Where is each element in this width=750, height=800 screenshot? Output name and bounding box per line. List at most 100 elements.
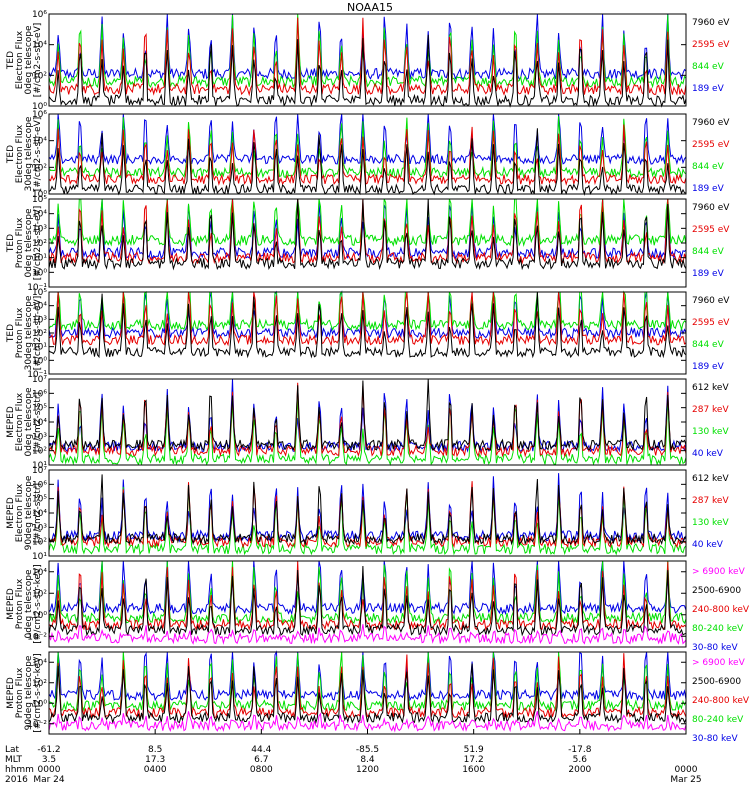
series-trace-magenta xyxy=(48,624,687,645)
y-tick-label: 10² xyxy=(32,679,47,689)
x-tick-label: Mar 25 xyxy=(670,775,701,785)
y-tick-label: 10⁴ xyxy=(32,41,47,51)
x-tick-label: 2000 xyxy=(568,765,591,775)
y-tick-label: 10⁵ xyxy=(32,288,47,298)
panel-frame xyxy=(48,560,687,648)
y-axis-label: [#/cm2-s-str-eV] xyxy=(33,296,43,371)
y-axis-label: [#/cm2-s-str-keV] xyxy=(33,564,43,643)
y-axis-label: Electron Flux xyxy=(15,30,25,89)
y-axis-label: Electron Flux xyxy=(15,483,25,542)
y-axis-label: [#/cm2-s-str] xyxy=(33,392,43,452)
panel-frame xyxy=(48,13,687,107)
y-tick-label: 10⁷ xyxy=(32,375,47,385)
panel-frame xyxy=(48,378,687,466)
x-tick-label: 1200 xyxy=(356,765,379,775)
y-tick-label: 10² xyxy=(32,163,47,173)
y-tick-label: 10⁴ xyxy=(32,418,47,428)
y-tick-label: 10² xyxy=(32,447,47,457)
y-axis-label: MEPED xyxy=(6,497,16,529)
x-tick-label: -85.5 xyxy=(356,745,379,755)
y-tick-label: 10⁷ xyxy=(32,466,47,476)
panel-6: 10¹ 10² 10³ 10⁴ 10⁵ 10⁶ 10⁷ MEPED Electron Flux 9… xyxy=(6,466,729,562)
y-tick-label: 10⁻¹ xyxy=(27,283,47,293)
series-trace-black xyxy=(48,378,687,452)
legend-entry: 287 keV xyxy=(692,405,729,415)
y-axis-label: MEPED xyxy=(6,677,16,709)
legend-entry: 612 keV xyxy=(692,383,729,393)
legend-entry: 189 eV xyxy=(692,84,725,94)
legend-entry: 2500-6900 xyxy=(692,677,741,687)
x-tick-label: 8.5 xyxy=(148,745,162,755)
legend-entry: 2500-6900 xyxy=(692,586,741,596)
y-axis-label: Proton Flux xyxy=(15,217,25,268)
y-tick-label: 10⁶ xyxy=(32,389,47,399)
series-trace-green xyxy=(48,651,687,713)
series-trace-black xyxy=(48,291,687,359)
y-tick-label: 10² xyxy=(32,589,47,599)
panel-3: 10⁻¹ 10⁰ 10¹ 10² 10³ 10⁴ 10⁵ TED Proton Flux 0deg… xyxy=(6,195,730,293)
x-axis-row-label: hhmm xyxy=(5,765,34,775)
x-tick-label: -61.2 xyxy=(37,745,60,755)
y-tick-label: 10⁶ xyxy=(32,110,47,120)
series-trace-black xyxy=(48,198,687,271)
x-tick-label: 51.9 xyxy=(464,745,484,755)
y-axis-label: 0deg telescope xyxy=(24,569,34,639)
panel-8: 10⁻² 10⁰ 10² 10⁴ MEPED Proton Flux 90deg teles… xyxy=(6,650,750,744)
y-tick-label: 10³ xyxy=(32,224,47,234)
legend-entry: 30-80 keV xyxy=(692,734,738,744)
legend-entry: 844 eV xyxy=(692,340,725,350)
x-tick-label: 0000 xyxy=(38,765,61,775)
legend-entry: > 6900 keV xyxy=(692,658,746,668)
y-tick-label: 10¹ xyxy=(32,343,47,353)
legend-entry: 844 eV xyxy=(692,247,725,257)
y-tick-label: 10² xyxy=(32,538,47,548)
y-axis-label: TED xyxy=(6,324,16,343)
series-trace-green xyxy=(48,290,687,332)
y-axis-label: 90deg telescope xyxy=(24,655,34,730)
y-axis-label: TED xyxy=(6,145,16,164)
y-axis-label: TED xyxy=(6,234,16,253)
y-tick-label: 10⁴ xyxy=(32,210,47,220)
series-trace-black xyxy=(48,565,687,637)
y-tick-label: 10⁵ xyxy=(32,495,47,505)
y-tick-label: 10⁴ xyxy=(32,137,47,147)
legend-entry: 80-240 keV xyxy=(692,715,744,725)
y-axis-label: [#/cm2-s-str-keV] xyxy=(33,653,43,732)
y-tick-label: 10² xyxy=(32,329,47,339)
y-axis-label: Proton Flux xyxy=(15,578,25,629)
legend-entry: 2595 eV xyxy=(692,40,730,50)
y-tick-label: 10¹ xyxy=(32,552,47,562)
series-trace-blue xyxy=(48,378,687,453)
legend-entry: 189 eV xyxy=(692,184,725,194)
legend-entry: 240-800 keV xyxy=(692,605,750,615)
y-axis-label: 0deg telescope xyxy=(24,387,34,457)
x-tick-label: 8.4 xyxy=(360,755,375,765)
series-trace-red xyxy=(48,198,687,265)
y-tick-label: 10⁰ xyxy=(32,356,47,366)
y-axis-label: MEPED xyxy=(6,588,16,620)
y-axis-label: 0deg telescope xyxy=(24,25,34,95)
legend-entry: 240-800 keV xyxy=(692,696,750,706)
legend-entry: 130 keV xyxy=(692,518,729,528)
series-trace-blue xyxy=(48,560,687,616)
legend-entry: 7960 eV xyxy=(692,203,730,213)
y-tick-label: 10⁴ xyxy=(32,568,47,578)
y-axis-label: [#/cm2-s-str-eV] xyxy=(33,117,43,192)
series-trace-red xyxy=(48,291,687,347)
y-axis-label: 90deg telescope xyxy=(24,475,34,550)
y-tick-label: 10³ xyxy=(32,432,47,442)
series-trace-red xyxy=(48,124,687,187)
y-axis-label: Proton Flux xyxy=(15,667,25,718)
series-trace-black xyxy=(48,663,687,725)
legend-entry: 189 eV xyxy=(692,269,725,279)
x-tick-label: 1600 xyxy=(462,765,485,775)
y-axis-label: 0deg telescope xyxy=(24,208,34,278)
legend-entry: 7960 eV xyxy=(692,296,730,306)
x-tick-label: 0000 xyxy=(675,765,698,775)
x-tick-label: Mar 24 xyxy=(33,775,65,785)
series-trace-black xyxy=(48,128,687,196)
series-trace-blue xyxy=(48,650,687,702)
x-tick-label: 17.3 xyxy=(145,755,165,765)
